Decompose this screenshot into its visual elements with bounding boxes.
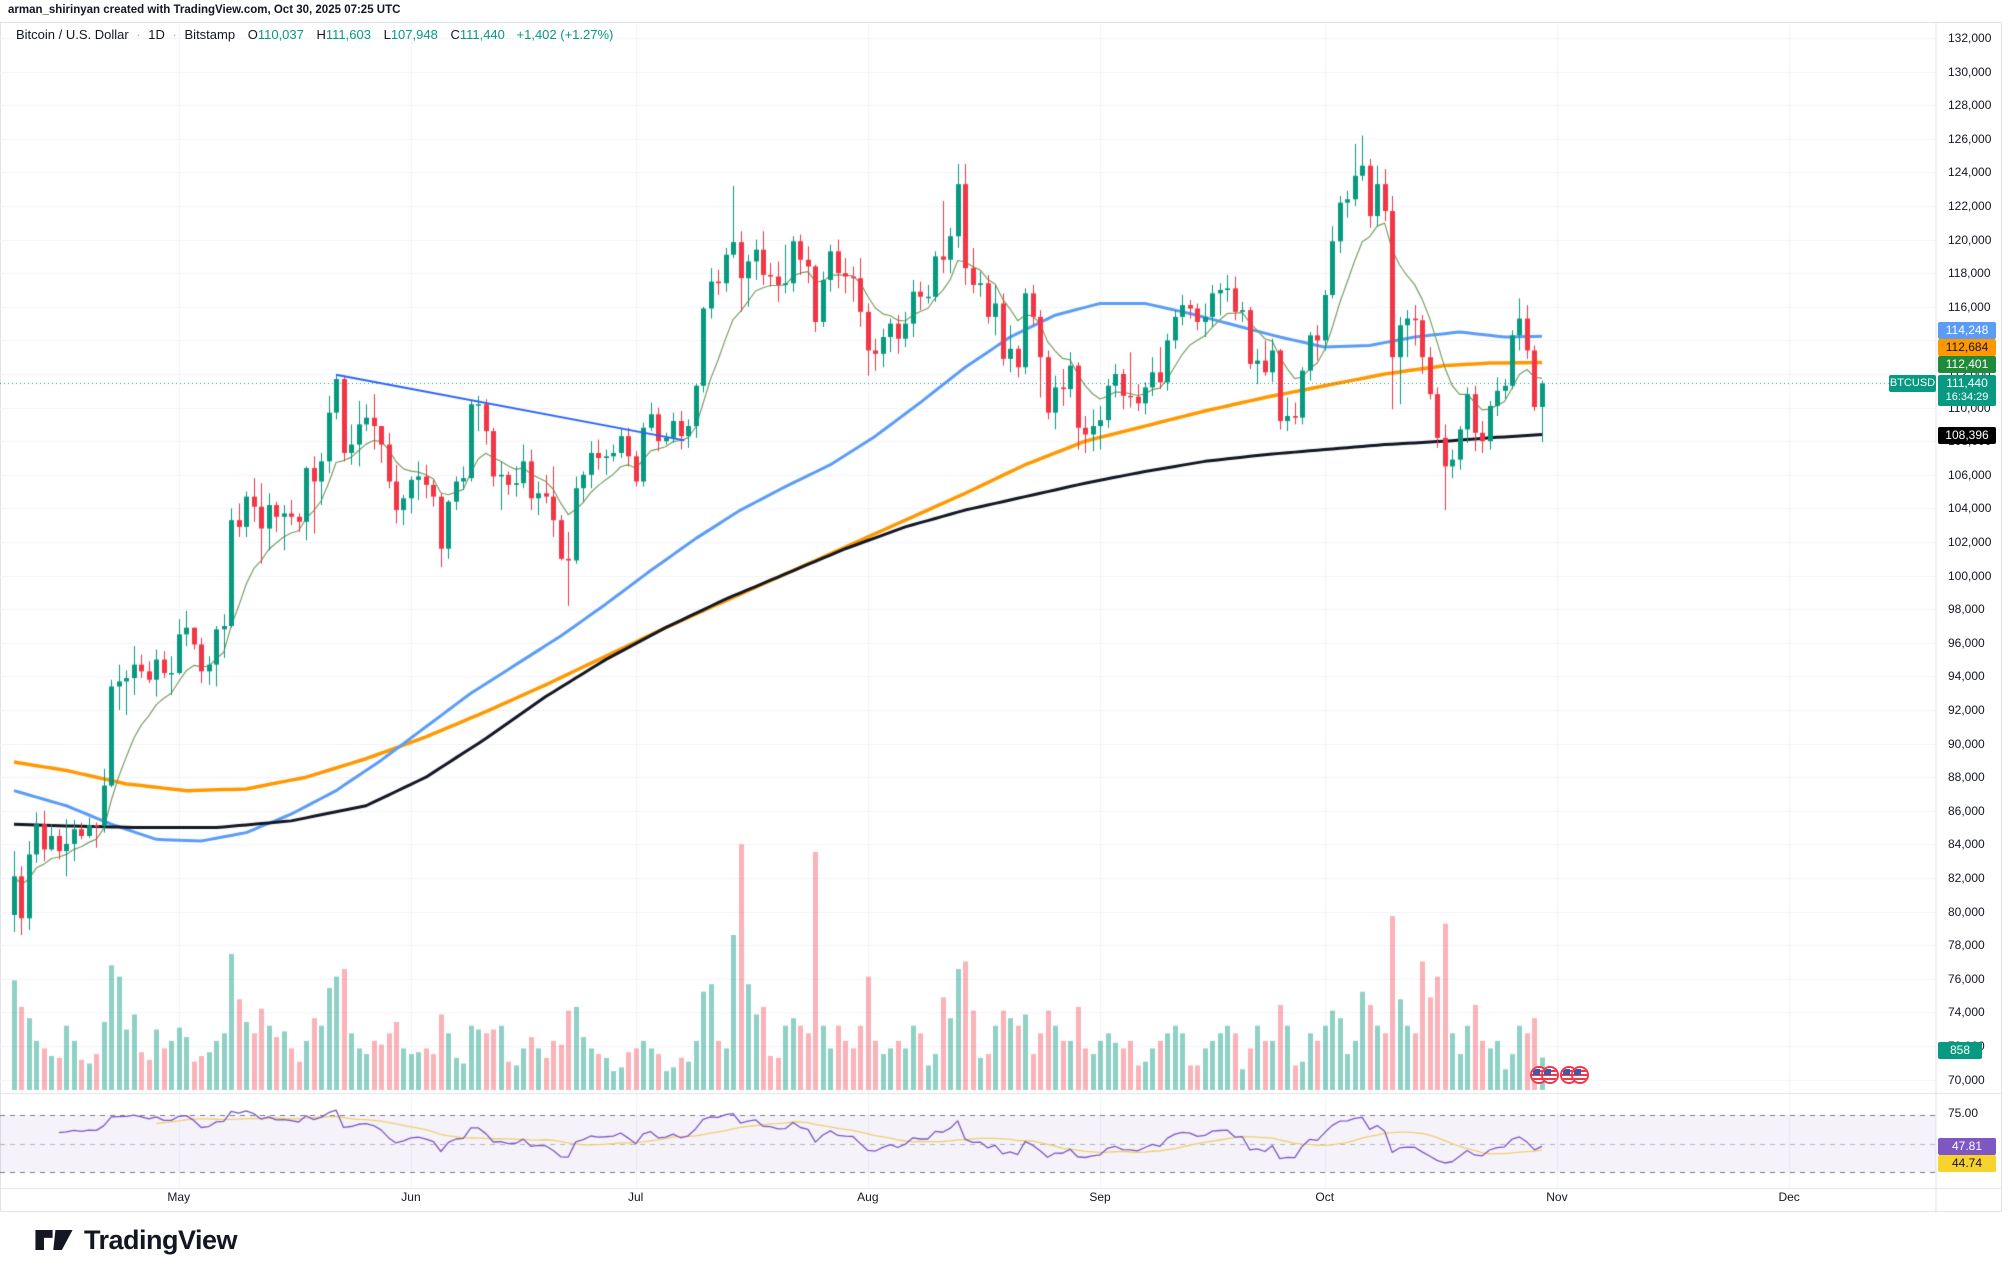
time-axis-label-nov: Nov xyxy=(1546,1190,1568,1204)
price-scale-label: 84,000 xyxy=(1948,837,1985,852)
volume-tag: 858 xyxy=(1938,1042,1982,1059)
price-scale-label: 82,000 xyxy=(1948,871,1985,885)
us-flag-event-icon[interactable] xyxy=(1541,1066,1559,1084)
symbol-name[interactable]: Bitcoin / U.S. Dollar xyxy=(16,27,129,42)
tradingview-logo[interactable]: TradingView xyxy=(34,1222,238,1258)
us-flag-event-icon[interactable] xyxy=(1571,1066,1589,1084)
ma9-price-tag: 112,401 xyxy=(1938,356,1996,374)
price-scale-label: 94,000 xyxy=(1948,669,1985,684)
price-scale-label: 132,000 xyxy=(1948,31,1992,45)
price-scale-label: 106,000 xyxy=(1948,467,1992,482)
price-scale-label: 116,000 xyxy=(1948,299,1991,314)
tradingview-brand-text: TradingView xyxy=(84,1224,238,1255)
low-label: L xyxy=(383,27,391,42)
price-scale-label: 88,000 xyxy=(1948,770,1985,785)
symbol-price-label: BTCUSD xyxy=(1889,375,1936,393)
high-value: 111,603 xyxy=(325,27,371,42)
price-scale-label: 80,000 xyxy=(1948,904,1985,919)
price-scale-label: 122,000 xyxy=(1948,199,1992,213)
close-label: C xyxy=(450,27,460,42)
price-scale-label: 74,000 xyxy=(1948,1005,1985,1020)
time-axis-label-sep: Sep xyxy=(1089,1190,1111,1204)
time-axis-label-dec: Dec xyxy=(1778,1190,1800,1204)
change-value: +1,402 (+1.27%) xyxy=(516,27,614,42)
price-scale-label: 104,000 xyxy=(1948,501,1992,516)
price-scale-label: 98,000 xyxy=(1948,602,1985,617)
price-scale-label: 92,000 xyxy=(1948,703,1985,717)
symbol-legend[interactable]: Bitcoin / U.S. Dollar · 1D · Bitstamp O1… xyxy=(16,27,613,42)
tradingview-logo-icon xyxy=(35,1230,73,1250)
legend-separator: · xyxy=(172,27,177,42)
exchange-label[interactable]: Bitstamp xyxy=(184,27,236,42)
high-label: H xyxy=(316,27,326,42)
last-price-tag: 111,440 16:34:29 xyxy=(1938,375,1996,407)
time-axis-label-may: May xyxy=(167,1190,191,1204)
ma100-price-tag: 112,684 xyxy=(1938,339,1996,357)
open-value: 110,037 xyxy=(257,27,304,42)
time-axis-label-jul: Jul xyxy=(627,1190,644,1204)
price-scale-label: 100,000 xyxy=(1948,568,1992,583)
price-scale-label: 128,000 xyxy=(1948,98,1992,113)
ma200-price-tag: 108,396 xyxy=(1938,426,1996,444)
price-scale-label: 96,000 xyxy=(1948,635,1985,650)
last-price-value: 111,440 xyxy=(1946,376,1988,391)
price-scale-label: 118,000 xyxy=(1948,266,1991,281)
time-axis-label-jun: Jun xyxy=(401,1190,421,1204)
time-axis-label-aug: Aug xyxy=(857,1190,879,1204)
price-scale-label: 90,000 xyxy=(1948,736,1985,751)
ma50-price-tag: 114,248 xyxy=(1938,322,1996,340)
low-value: 107,948 xyxy=(390,27,438,42)
price-scale-label: 78,000 xyxy=(1948,938,1985,953)
price-scale-label: 76,000 xyxy=(1948,971,1985,986)
price-scale-label: 124,000 xyxy=(1948,165,1992,180)
rsi-upper-band-label: 75.00 xyxy=(1948,1106,1979,1120)
rsi-value-tag: 47.81 xyxy=(1938,1137,1996,1155)
time-axis-label-oct: Oct xyxy=(1315,1190,1335,1204)
rsi-ma-value-tag: 44.74 xyxy=(1938,1154,1996,1172)
price-scale-label: 130,000 xyxy=(1948,64,1992,79)
price-scale-label: 86,000 xyxy=(1948,803,1985,818)
open-label: O xyxy=(247,27,258,42)
legend-separator: · xyxy=(136,27,141,42)
interval-label[interactable]: 1D xyxy=(148,27,165,42)
price-scale-label: 70,000 xyxy=(1948,1072,1985,1087)
close-value: 111,440 xyxy=(459,27,505,42)
bar-countdown: 16:34:29 xyxy=(1945,391,1989,404)
price-scale-label: 102,000 xyxy=(1948,535,1992,549)
price-scale-label: 126,000 xyxy=(1948,131,1992,146)
price-scale-label: 120,000 xyxy=(1948,232,1992,247)
